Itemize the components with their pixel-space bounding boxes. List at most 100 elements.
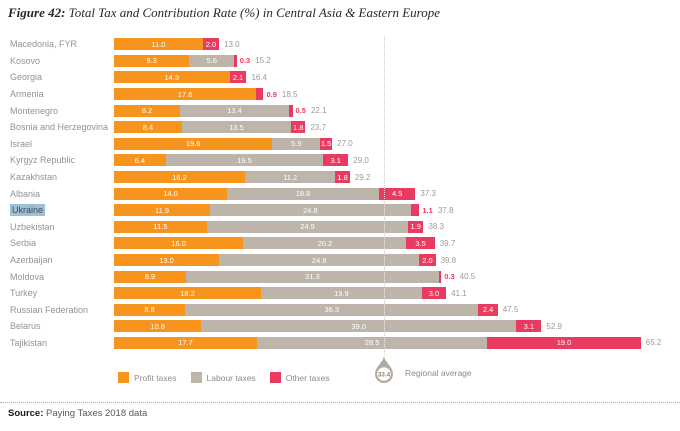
country-label-text: Kazakhstan <box>10 172 58 183</box>
country-label-text: Kosovo <box>10 55 41 66</box>
stacked-bar: 8.8 36.3 2.4 <box>114 303 498 316</box>
bar-row: Georgia 14.3 2.1 16.4 <box>0 69 680 86</box>
other-value-outside-label: 0.9 <box>266 89 277 99</box>
profit-segment: 11.0 <box>114 38 203 51</box>
country-label-text: Georgia <box>10 72 43 83</box>
country-label-text: Serbia <box>10 238 37 249</box>
bar-row: Tajikistan 17.7 28.5 19.0 65.2 <box>0 335 680 352</box>
country-label-text: Albania <box>10 188 41 199</box>
profit-segment: 16.2 <box>114 171 245 184</box>
total-label: 27.0 <box>337 139 353 149</box>
profit-segment: 17.6 <box>114 88 257 101</box>
labour-segment: 24.8 <box>219 254 420 267</box>
bar-row: Albania 14.0 18.8 4.5 37.3 <box>0 185 680 202</box>
other-segment: 2.0 <box>419 254 436 267</box>
total-label: 18.5 <box>281 89 298 99</box>
bar-row: Serbia 16.0 20.2 3.5 39.7 <box>0 235 680 252</box>
profit-segment: 11.5 <box>114 220 207 233</box>
country-label: Serbia <box>0 238 114 248</box>
total-label: 52.9 <box>546 321 562 331</box>
profit-segment: 17.7 <box>114 336 258 349</box>
total-label: 65.2 <box>645 338 662 348</box>
labour-segment: 24.8 <box>210 204 411 217</box>
figure-title-prefix: Figure 42: <box>8 5 66 20</box>
other-segment: 2.0 <box>202 38 220 51</box>
bar-row: Russian Federation 8.8 36.3 2.4 47.5 <box>0 302 680 319</box>
stacked-bar: 6.4 19.5 3.1 <box>114 154 349 167</box>
bar-rows-container: Macedonia, FYR 11.0 2.0 13.0 Kosovo 9.3 5.6 0.3… <box>0 36 680 351</box>
country-label: Russian Federation <box>0 305 114 315</box>
country-label-text: Russian Federation <box>10 304 89 315</box>
total-label: 29.2 <box>354 172 371 182</box>
country-label-text: Israel <box>10 138 33 149</box>
bar-row: Montenegro 8.2 13.4 0.5 22.1 <box>0 102 680 119</box>
labour-segment: 20.2 <box>243 237 407 250</box>
stacked-bar: 19.6 5.9 1.5 <box>114 137 333 150</box>
regional-average-line-overlay <box>384 36 385 351</box>
other-value-outside-label: 0.3 <box>444 272 455 282</box>
profit-segment: 8.9 <box>114 270 186 283</box>
regional-average-marker: 33.4 Regional average <box>371 354 472 384</box>
country-label-text: Ukraine <box>10 204 46 217</box>
labour-segment: 24.9 <box>206 220 409 233</box>
stacked-bar: 11.5 24.9 1.9 <box>114 220 424 233</box>
country-label: Kazakhstan <box>0 172 114 182</box>
country-label: Tajikistan <box>0 338 114 348</box>
profit-segment: 11.9 <box>114 204 211 217</box>
total-label: 40.5 <box>459 272 476 282</box>
country-label: Kosovo <box>0 56 114 66</box>
total-label: 22.1 <box>310 106 327 116</box>
country-label: Montenegro <box>0 106 114 116</box>
stacked-bar: 16.2 11.2 1.8 <box>114 171 350 184</box>
labour-segment: 19.9 <box>261 287 422 300</box>
source-label: Source: <box>8 408 44 419</box>
other-segment: 3.0 <box>421 287 447 300</box>
stacked-bar: 18.2 19.9 3.0 <box>114 287 447 300</box>
total-label: 23.7 <box>310 122 327 132</box>
other-segment <box>288 104 293 117</box>
other-value-outside-label: 0.3 <box>239 56 251 66</box>
labour-segment: 5.6 <box>189 54 235 67</box>
other-value-outside-label: 1.1 <box>422 205 433 215</box>
profit-segment: 19.6 <box>114 137 273 150</box>
stacked-bar: 11.9 24.8 <box>114 204 420 217</box>
other-segment: 2.4 <box>478 303 498 316</box>
stacked-bar: 10.8 39.0 3.1 <box>114 320 542 333</box>
profit-segment: 8.2 <box>114 104 181 117</box>
other-segment: 3.1 <box>323 154 349 167</box>
country-label-text: Montenegro <box>10 105 59 116</box>
country-label-text: Armenia <box>10 89 44 100</box>
other-segment: 19.0 <box>487 336 641 349</box>
country-label: Georgia <box>0 72 114 82</box>
stacked-bar: 13.0 24.8 2.0 <box>114 254 436 267</box>
other-segment: 3.1 <box>516 320 542 333</box>
other-segment: 1.8 <box>335 171 350 184</box>
stacked-bar: 14.0 18.8 4.5 <box>114 187 416 200</box>
other-segment <box>410 204 420 217</box>
country-label: Uzbekistan <box>0 222 114 232</box>
country-label-text: Moldova <box>10 271 45 282</box>
country-label-text: Macedonia, FYR <box>10 39 78 50</box>
total-label: 39.8 <box>440 255 457 265</box>
other-segment: 1.5 <box>320 137 333 150</box>
stacked-bar: 11.0 2.0 <box>114 38 220 51</box>
legend-swatch <box>190 372 202 383</box>
labour-segment: 13.4 <box>180 104 289 117</box>
legend-swatch <box>269 372 281 383</box>
legend-label: Other taxes <box>285 372 330 383</box>
country-label: Ukraine <box>0 204 114 217</box>
stacked-bar: 17.6 <box>114 88 264 101</box>
bar-row: Ukraine 11.9 24.8 1.1 37.8 <box>0 202 680 219</box>
total-label: 41.1 <box>451 288 467 298</box>
figure-title-text: Total Tax and Contribution Rate (%) in C… <box>65 5 441 20</box>
labour-segment: 39.0 <box>201 320 517 333</box>
other-segment: 1.8 <box>290 121 306 134</box>
total-label: 15.2 <box>255 56 271 66</box>
stacked-bar: 16.0 20.2 3.5 <box>114 237 435 250</box>
bar-row: Moldova 8.9 31.3 0.3 40.5 <box>0 268 680 285</box>
other-segment <box>256 88 264 101</box>
total-label: 38.3 <box>428 222 445 232</box>
regional-average-value: 33.4 <box>378 371 391 378</box>
country-label: Moldova <box>0 272 114 282</box>
profit-segment: 6.4 <box>114 154 166 167</box>
